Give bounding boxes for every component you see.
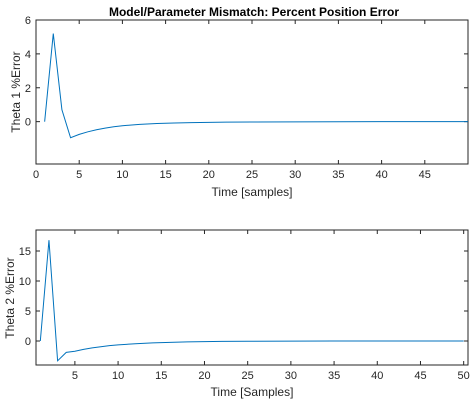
x-tick-label: 50 bbox=[458, 370, 470, 382]
x-tick-label: 30 bbox=[285, 370, 297, 382]
y-tick-label: 15 bbox=[19, 246, 31, 258]
y-axis-label: Theta 2 %Error bbox=[3, 257, 17, 338]
x-tick-label: 5 bbox=[76, 169, 82, 181]
x-tick-label: 40 bbox=[371, 370, 383, 382]
x-tick-label: 5 bbox=[72, 370, 78, 382]
y-tick-label: 0 bbox=[25, 117, 31, 129]
y-tick-label: 4 bbox=[25, 49, 31, 61]
y-tick-label: 10 bbox=[19, 276, 31, 288]
x-tick-label: 45 bbox=[414, 370, 426, 382]
x-tick-label: 0 bbox=[33, 169, 39, 181]
x-tick-label: 25 bbox=[246, 169, 258, 181]
y-axis-label: Theta 1 %Error bbox=[9, 51, 23, 132]
x-tick-label: 45 bbox=[419, 169, 431, 181]
x-tick-label: 20 bbox=[198, 370, 210, 382]
y-tick-label: 6 bbox=[25, 15, 31, 27]
chart-title: Model/Parameter Mismatch: Percent Positi… bbox=[109, 5, 399, 19]
y-tick-label: 0 bbox=[25, 336, 31, 348]
x-tick-label: 10 bbox=[116, 169, 128, 181]
x-tick-label: 25 bbox=[242, 370, 254, 382]
plot-area bbox=[36, 20, 468, 164]
x-axis-label: Time [Samples] bbox=[211, 385, 294, 399]
x-tick-label: 15 bbox=[159, 169, 171, 181]
x-axis-label: Time [samples] bbox=[212, 185, 293, 199]
x-tick-label: 30 bbox=[289, 169, 301, 181]
x-tick-label: 15 bbox=[155, 370, 167, 382]
x-tick-label: 20 bbox=[203, 169, 215, 181]
x-tick-label: 35 bbox=[332, 169, 344, 181]
y-tick-label: 2 bbox=[25, 83, 31, 95]
x-tick-label: 10 bbox=[112, 370, 124, 382]
y-tick-label: 5 bbox=[25, 306, 31, 318]
plot-area bbox=[36, 230, 468, 365]
x-tick-label: 35 bbox=[328, 370, 340, 382]
x-tick-label: 40 bbox=[375, 169, 387, 181]
